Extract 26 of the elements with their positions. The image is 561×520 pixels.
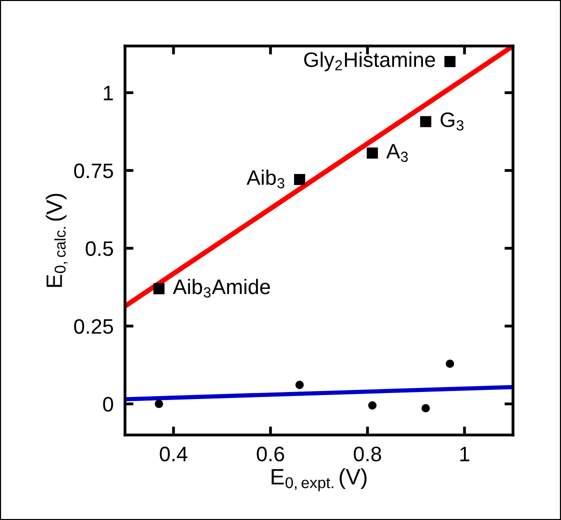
point	[422, 404, 430, 412]
x-tick-label: 0.4	[160, 446, 188, 462]
x-tick-label: 1	[460, 446, 470, 462]
point	[295, 380, 304, 390]
y-tick-label: 1	[104, 86, 113, 100]
annotation: G$_{3}$	[440, 112, 464, 131]
point	[446, 360, 454, 368]
point	[368, 401, 377, 410]
y-tick-label: 0.5	[86, 241, 114, 256]
point	[294, 174, 306, 186]
annotation: A$_{3}$	[386, 144, 408, 162]
y-tick-label: 0.75	[74, 163, 114, 178]
annotation: Aib$_{3}$	[246, 170, 284, 188]
point	[420, 116, 432, 128]
y-tick-label: 0.25	[74, 319, 114, 334]
y-tick-label: 0	[103, 396, 114, 412]
y-axis-title: E$_{0,calc.}$(V)	[46, 194, 68, 287]
x-tick-label: 0.8	[354, 446, 382, 462]
point	[444, 56, 456, 68]
point	[154, 400, 164, 408]
x-tick-label: 0.6	[256, 446, 284, 462]
point	[366, 147, 378, 159]
annotation: Aib$_{3}$Amide	[172, 278, 270, 298]
point	[153, 283, 165, 294]
x-axis-title: E$_{0,expt.}$(V)	[272, 468, 367, 492]
annotation: Gly$_{2}$Histamine	[304, 52, 435, 72]
